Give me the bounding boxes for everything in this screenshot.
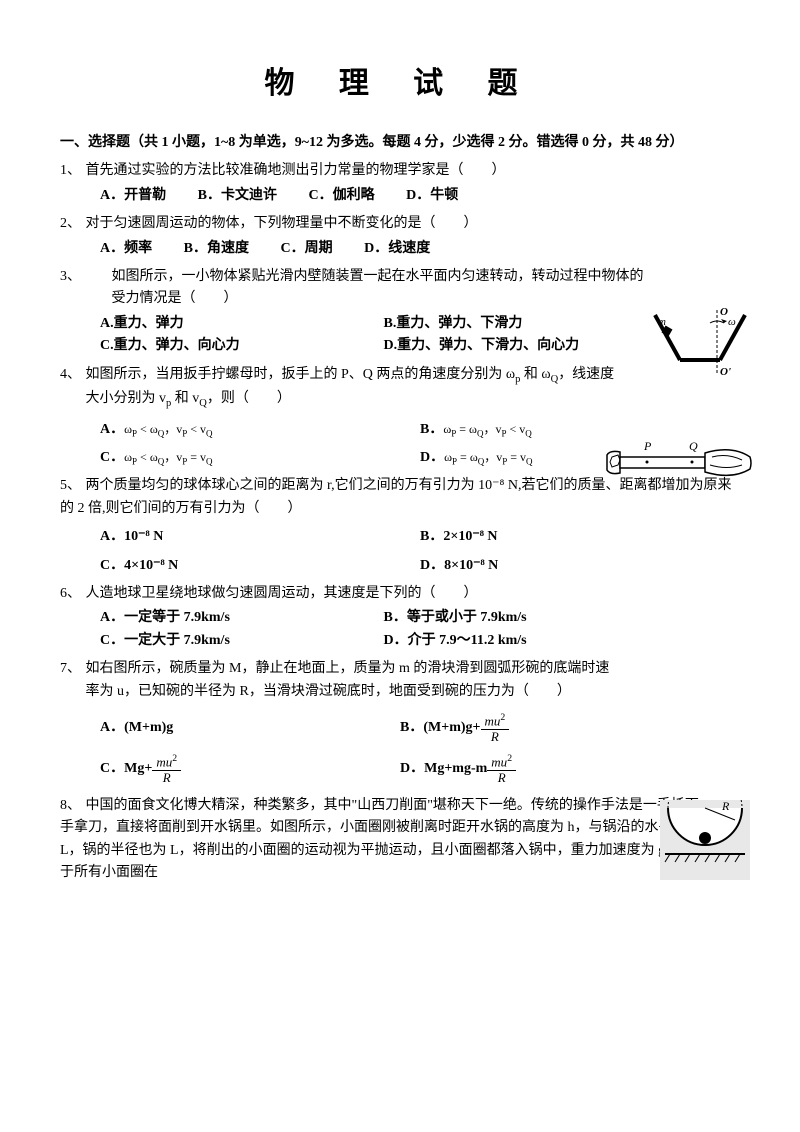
- q8-stem: 中国的面食文化博大精深，种类繁多，其中"山西刀削面"堪称天下一绝。传统的操作手法…: [60, 798, 735, 880]
- q6-opt-c: C．一定大于 7.9km/s: [100, 630, 380, 652]
- q3-number: 3、: [60, 266, 82, 288]
- q6-options: A．一定等于 7.9km/s B．等于或小于 7.9km/s C．一定大于 7.…: [100, 607, 740, 652]
- q7b-lbl: B．(M+m)g+: [400, 717, 481, 739]
- q5-number: 5、: [60, 475, 82, 497]
- q2-opt-a: A．频率: [100, 238, 152, 260]
- q2-opt-b: B．角速度: [184, 238, 249, 260]
- q1-stem: 首先通过实验的方法比较准确地测出引力常量的物理学家是（ ）: [86, 163, 506, 178]
- bowl-diagram-icon: R: [660, 800, 750, 880]
- q4-opt-c: C．ωP < ωQ，vP = vQ: [100, 447, 420, 469]
- question-3: 3、 如图所示，一小物体紧贴光滑内壁随装置一起在水平面内匀速转动，转动过程中物体…: [60, 266, 740, 358]
- q5-opt-b: B．2×10⁻⁸ N: [420, 526, 740, 548]
- label-omega: ω: [728, 316, 736, 328]
- q2-number: 2、: [60, 213, 82, 235]
- q4-stem-p5: ，则（ ）: [207, 391, 291, 406]
- question-1: 1、 首先通过实验的方法比较准确地测出引力常量的物理学家是（ ） A．开普勒 B…: [60, 160, 740, 207]
- q2-options: A．频率 B．角速度 C．周期 D．线速度: [100, 238, 740, 260]
- q3-opt-a: A.重力、弹力: [100, 313, 380, 335]
- label-R: R: [721, 800, 730, 813]
- frac-icon: mu2R: [481, 713, 510, 744]
- q4d-lbl: D．: [420, 450, 444, 465]
- sub-q2: Q: [199, 398, 207, 409]
- q6-stem: 人造地球卫星绕地球做匀速圆周运动，其速度是下列的（ ）: [86, 586, 478, 601]
- q5-opt-d: D．8×10⁻⁸ N: [420, 555, 740, 577]
- q1-options: A．开普勒 B．卡文迪许 C．伽利略 D．牛顿: [100, 185, 740, 207]
- q5-opt-a: A．10⁻⁸ N: [100, 526, 420, 548]
- q6-number: 6、: [60, 583, 82, 605]
- page-title: 物 理 试 题: [60, 60, 740, 108]
- q5-options: A．10⁻⁸ N B．2×10⁻⁸ N C．4×10⁻⁸ N D．8×10⁻⁸ …: [100, 526, 740, 577]
- question-2: 2、 对于匀速圆周运动的物体，下列物理量中不断变化的是（ ） A．频率 B．角速…: [60, 213, 740, 260]
- q3-options: A.重力、弹力 B.重力、弹力、下滑力 C.重力、弹力、向心力 D.重力、弹力、…: [100, 313, 740, 358]
- q4-stem-p2: 和 ω: [520, 367, 550, 382]
- q3-opt-b: B.重力、弹力、下滑力: [384, 313, 664, 335]
- q6-opt-d: D．介于 7.9～11.2 km/s: [384, 630, 664, 652]
- funnel-diagram-icon: m O O' ω: [650, 305, 750, 380]
- q5-opt-c: C．4×10⁻⁸ N: [100, 555, 420, 577]
- label-P: P: [643, 439, 652, 453]
- q1-opt-b: B．卡文迪许: [198, 185, 277, 207]
- q2-stem: 对于匀速圆周运动的物体，下列物理量中不断变化的是（ ）: [86, 216, 478, 231]
- question-8: 8、 中国的面食文化博大精深，种类繁多，其中"山西刀削面"堪称天下一绝。传统的操…: [60, 795, 740, 885]
- q6-opt-a: A．一定等于 7.9km/s: [100, 607, 380, 629]
- q8-number: 8、: [60, 795, 82, 817]
- section-header: 一、选择题（共 1 小题，1~8 为单选，9~12 为多选。每题 4 分，少选得…: [60, 132, 740, 154]
- q7c-lbl: C．Mg+: [100, 758, 152, 780]
- frac-icon: mu2R: [487, 754, 516, 785]
- q1-opt-d: D．牛顿: [406, 185, 458, 207]
- question-5: 5、 两个质量均匀的球体球心之间的距离为 r,它们之间的万有引力为 10⁻⁸ N…: [60, 475, 740, 577]
- wrench-diagram-icon: P Q: [602, 435, 752, 490]
- question-6: 6、 人造地球卫星绕地球做匀速圆周运动，其速度是下列的（ ） A．一定等于 7.…: [60, 583, 740, 652]
- q7-opt-b: B．(M+m)g+ mu2R: [400, 713, 700, 744]
- label-O: O: [720, 306, 728, 318]
- q4-number: 4、: [60, 364, 82, 386]
- q3-opt-d: D.重力、弹力、下滑力、向心力: [384, 335, 664, 357]
- q6-opt-b: B．等于或小于 7.9km/s: [384, 607, 664, 629]
- label-Q: Q: [689, 439, 698, 453]
- q7-opt-c: C．Mg+ mu2R: [100, 754, 400, 785]
- q1-opt-c: C．伽利略: [308, 185, 374, 207]
- label-m: m: [658, 316, 666, 328]
- question-7: 7、 如右图所示，碗质量为 M，静止在地面上，质量为 m 的滑块滑到圆弧形碗的底…: [60, 658, 740, 785]
- q3-opt-c: C.重力、弹力、向心力: [100, 335, 380, 357]
- q7-options: A．(M+m)g B．(M+m)g+ mu2R C．Mg+ mu2R D．Mg+…: [100, 713, 740, 785]
- q4-stem-p4: 和 v: [171, 391, 199, 406]
- q1-opt-a: A．开普勒: [100, 185, 166, 207]
- q7-opt-d: D．Mg+mg-m mu2R: [400, 754, 700, 785]
- label-O2: O': [720, 366, 731, 378]
- q7-opt-a: A．(M+m)g: [100, 713, 400, 744]
- q4-opt-a: A．ωP < ωQ，vP < vQ: [100, 419, 420, 441]
- q4-stem-p1: 如图所示，当用扳手拧螺母时，扳手上的 P、Q 两点的角速度分别为 ω: [86, 367, 516, 382]
- q2-opt-c: C．周期: [280, 238, 332, 260]
- q3-stem: 如图所示，一小物体紧贴光滑内壁随装置一起在水平面内匀速转动，转动过程中物体的受力…: [112, 266, 652, 311]
- q2-opt-d: D．线速度: [364, 238, 430, 260]
- q4-stem: 如图所示，当用扳手拧螺母时，扳手上的 P、Q 两点的角速度分别为 ωp 和 ωQ…: [86, 364, 626, 413]
- q4a-lbl: A．: [100, 422, 124, 437]
- q4b-lbl: B．: [420, 422, 443, 437]
- q7d-lbl: D．Mg+mg-m: [400, 758, 487, 780]
- q7-stem: 如右图所示，碗质量为 M，静止在地面上，质量为 m 的滑块滑到圆弧形碗的底端时速…: [86, 658, 616, 703]
- q7-number: 7、: [60, 658, 82, 680]
- frac-icon: mu2R: [152, 754, 181, 785]
- q4c-lbl: C．: [100, 450, 124, 465]
- q7a-lbl: A．(M+m)g: [100, 717, 173, 739]
- q1-number: 1、: [60, 160, 82, 182]
